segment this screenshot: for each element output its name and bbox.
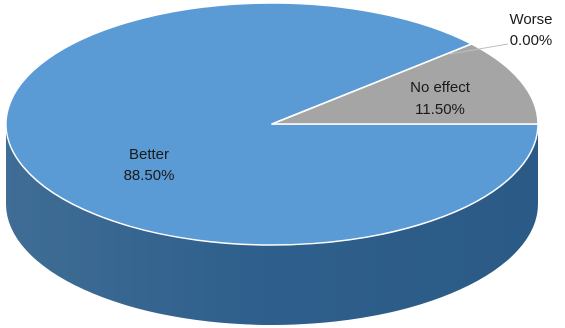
- pie-slices: [5, 2, 539, 246]
- label-no-effect-name: No effect: [410, 79, 471, 96]
- slice-worse: [271, 43, 472, 125]
- label-worse-value: 0.00%: [510, 32, 553, 49]
- worse-leader-line: [449, 43, 509, 55]
- slice-no-effect: [271, 43, 539, 125]
- pie-side-wall-better: [6, 124, 538, 325]
- label-worse-name: Worse: [509, 11, 552, 28]
- label-better-name: Better: [129, 146, 169, 163]
- pie-side-walls: [6, 124, 538, 325]
- label-better-value: 88.50%: [124, 167, 175, 184]
- label-no-effect-value: 11.50%: [415, 101, 465, 118]
